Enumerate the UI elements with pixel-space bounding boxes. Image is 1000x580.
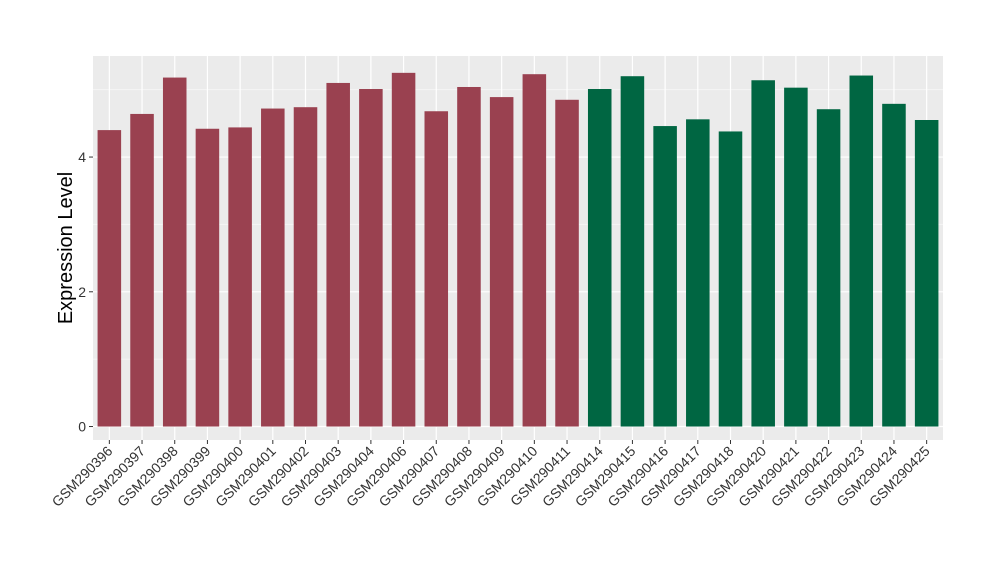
bar-GSM290396 bbox=[97, 130, 122, 427]
bar-GSM290397 bbox=[130, 113, 154, 427]
bar-GSM290415 bbox=[620, 76, 645, 427]
bar-GSM290409 bbox=[489, 97, 514, 427]
bar-GSM290398 bbox=[162, 77, 187, 427]
bar-GSM290411 bbox=[555, 99, 579, 427]
y-axis: 0 2 4 bbox=[78, 149, 93, 435]
bar-GSM290402 bbox=[293, 107, 318, 427]
bar-GSM290416 bbox=[653, 126, 677, 427]
bar-GSM290425 bbox=[914, 120, 939, 427]
x-axis: GSM290396GSM290397GSM290398GSM290399GSM2… bbox=[49, 440, 933, 510]
bar-GSM290407 bbox=[424, 111, 449, 427]
bar-GSM290424 bbox=[882, 103, 906, 427]
bar-GSM290417 bbox=[686, 119, 710, 427]
bar-GSM290401 bbox=[261, 108, 285, 427]
y-tick-label: 0 bbox=[78, 419, 86, 435]
bar-GSM290403 bbox=[326, 82, 350, 427]
bar-GSM290406 bbox=[391, 72, 416, 427]
y-axis-title: Expression Level bbox=[55, 172, 77, 324]
bar-GSM290414 bbox=[587, 89, 612, 427]
bar-GSM290400 bbox=[228, 127, 252, 427]
bar-GSM290404 bbox=[359, 89, 383, 427]
y-tick-label: 2 bbox=[78, 284, 86, 300]
bar-GSM290399 bbox=[195, 128, 220, 427]
bar-GSM290420 bbox=[751, 80, 775, 427]
y-tick-label: 4 bbox=[78, 149, 86, 165]
bars bbox=[97, 72, 939, 427]
bar-GSM290410 bbox=[522, 74, 547, 427]
bar-GSM290421 bbox=[784, 87, 808, 427]
bar-GSM290423 bbox=[849, 75, 874, 427]
bar-GSM290408 bbox=[457, 86, 481, 427]
bar-GSM290418 bbox=[718, 131, 743, 427]
plot-panel bbox=[93, 56, 943, 440]
bar-GSM290422 bbox=[816, 109, 841, 427]
